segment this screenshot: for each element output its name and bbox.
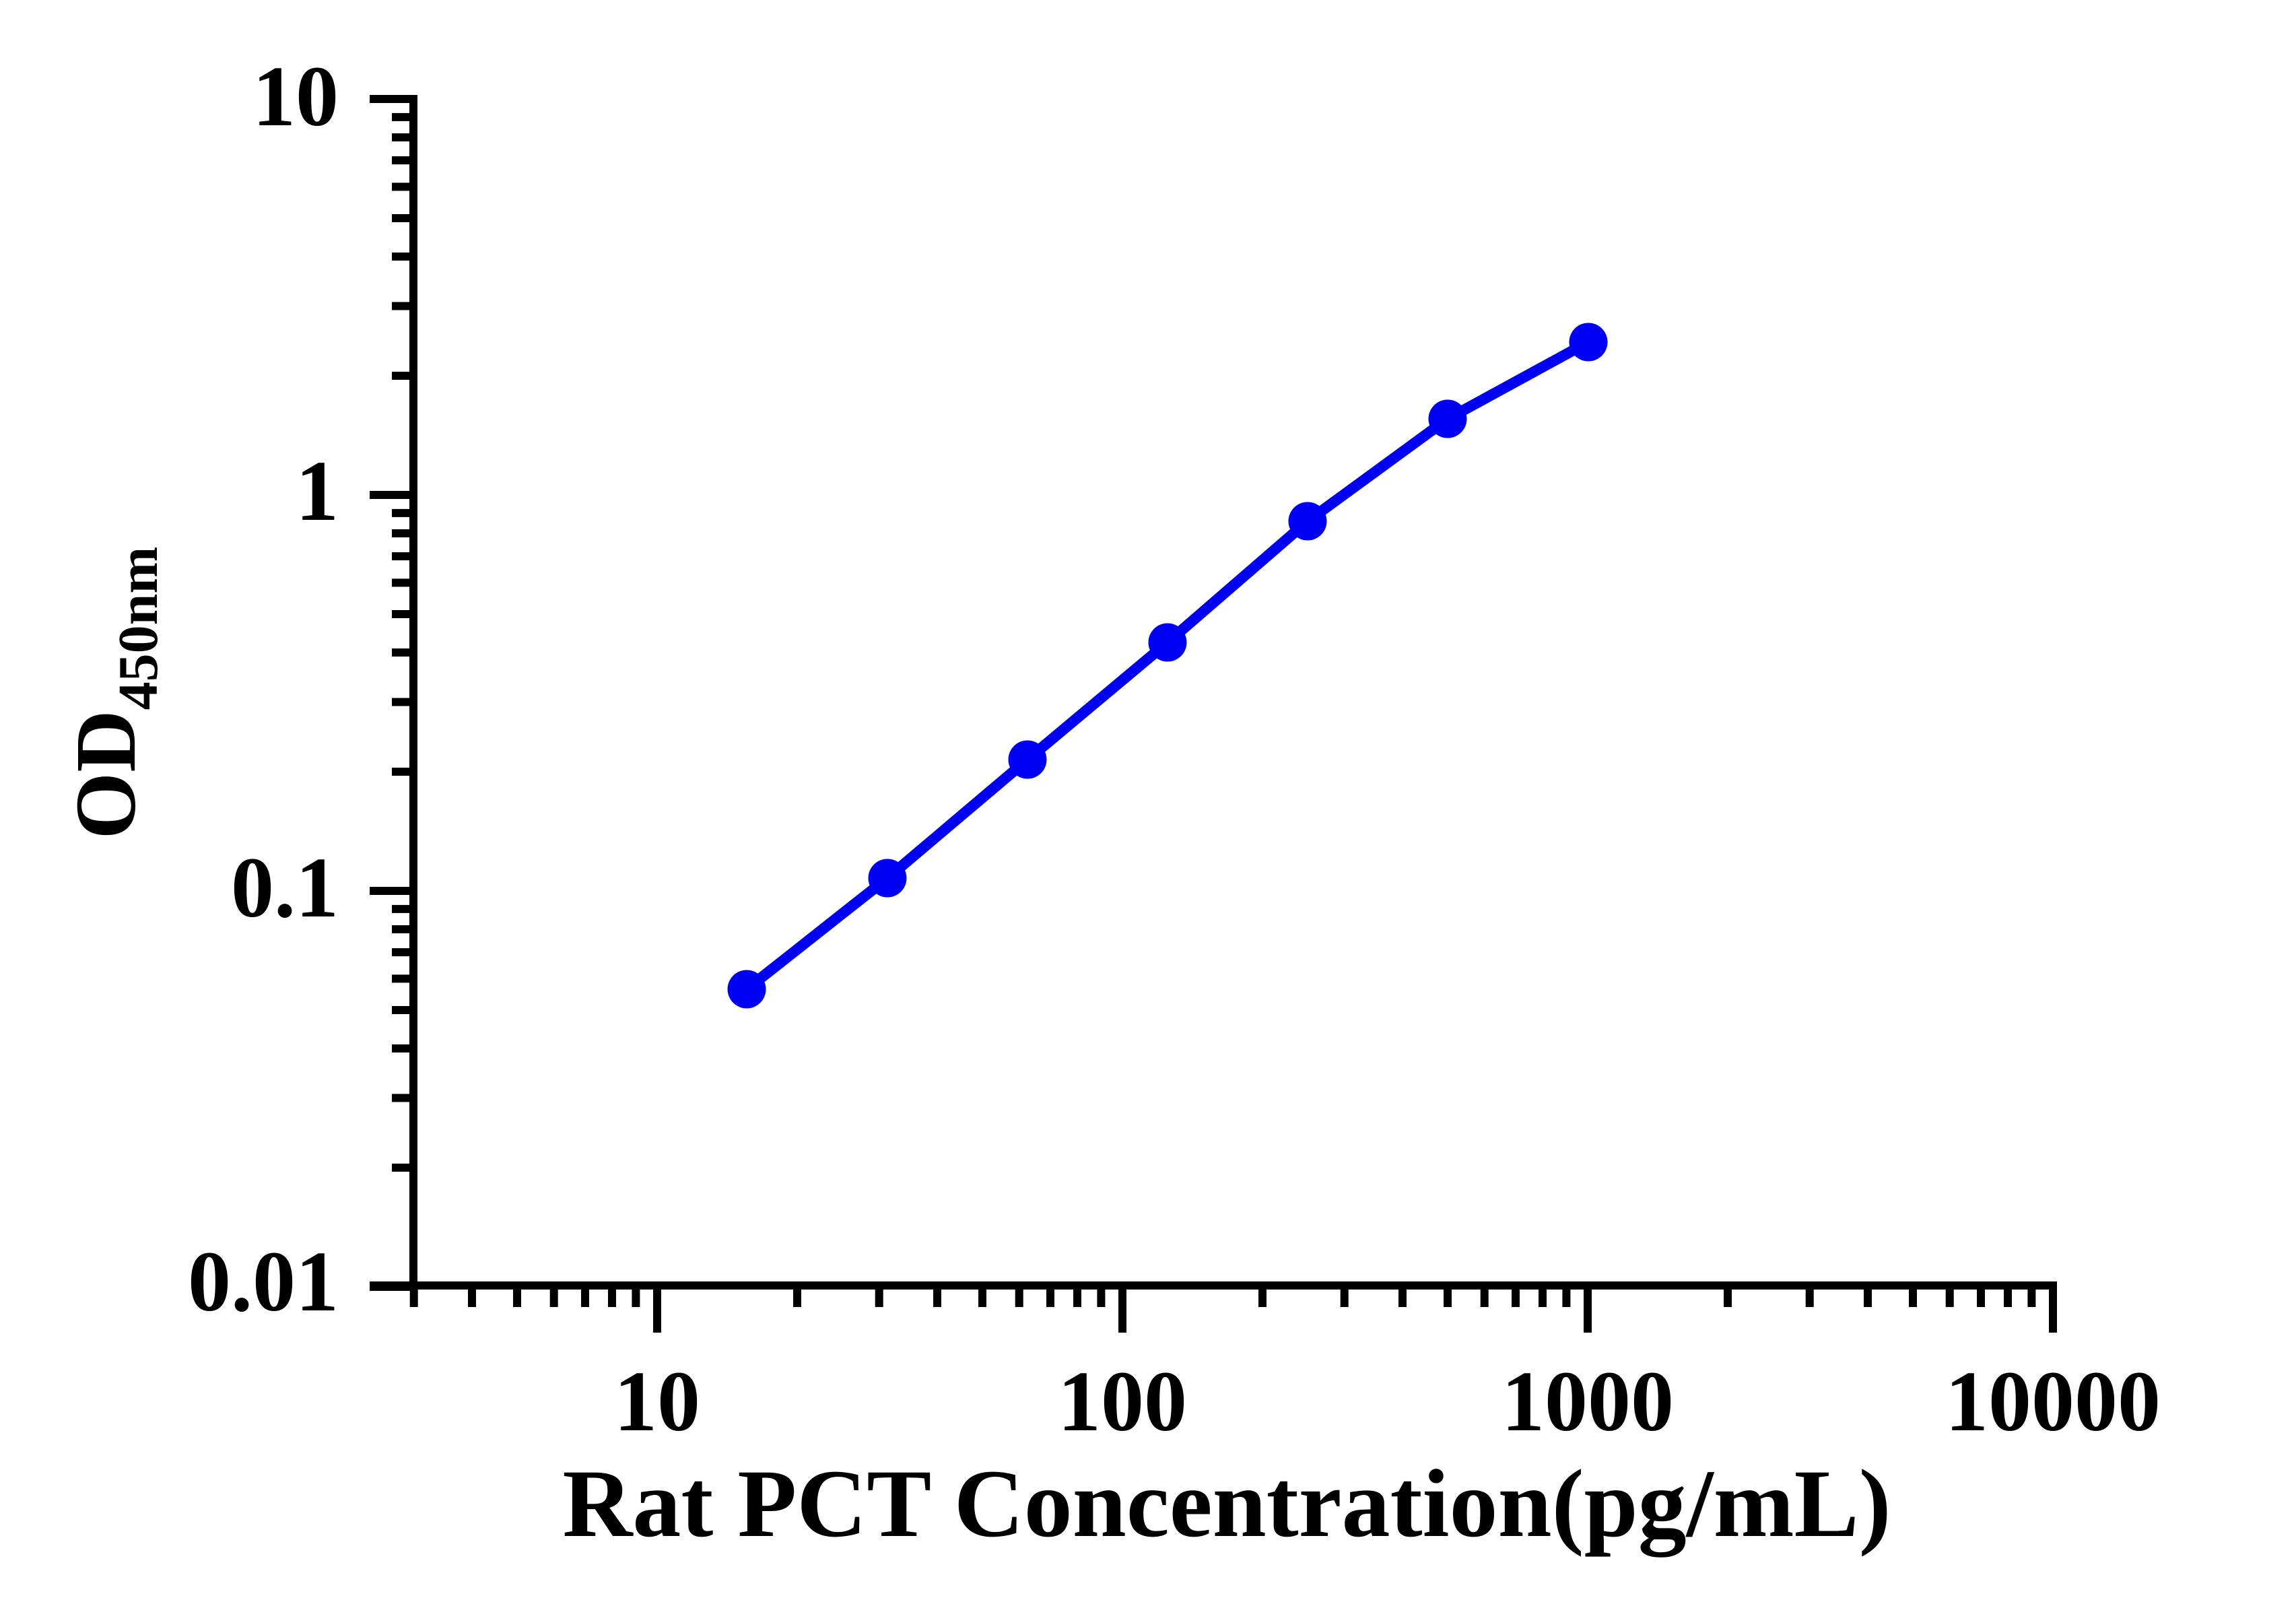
svg-text:0.1: 0.1	[231, 840, 339, 935]
svg-text:100: 100	[1058, 1354, 1187, 1449]
svg-text:10: 10	[252, 48, 339, 144]
svg-text:1000: 1000	[1501, 1354, 1674, 1449]
svg-text:10000: 10000	[1945, 1354, 2161, 1449]
svg-text:0.01: 0.01	[188, 1234, 339, 1329]
svg-text:1: 1	[296, 443, 339, 539]
svg-text:10: 10	[614, 1354, 700, 1449]
svg-text:Rat PCT Concentration(pg/mL): Rat PCT Concentration(pg/mL)	[562, 1450, 1891, 1558]
